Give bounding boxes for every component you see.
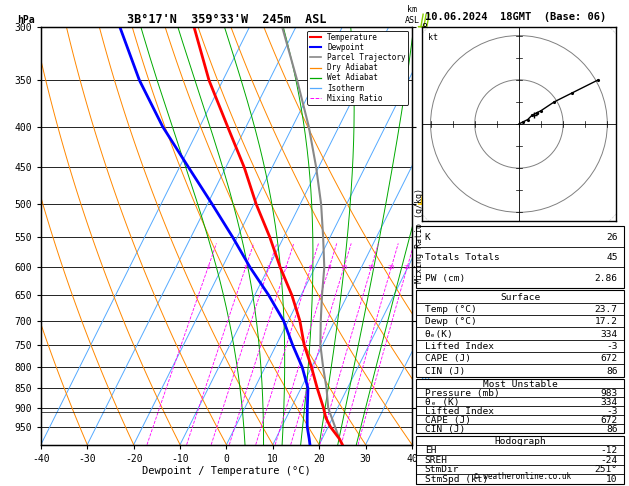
Text: Lifted Index: Lifted Index — [425, 342, 494, 351]
Text: -3: -3 — [606, 407, 618, 416]
X-axis label: Dewpoint / Temperature (°C): Dewpoint / Temperature (°C) — [142, 467, 311, 476]
Text: 25: 25 — [403, 265, 411, 270]
Text: hPa: hPa — [17, 15, 35, 25]
Bar — [416, 436, 624, 484]
Text: 17.2: 17.2 — [595, 317, 618, 326]
Text: 3: 3 — [267, 265, 270, 270]
Text: Totals Totals: Totals Totals — [425, 253, 499, 262]
Text: 2: 2 — [244, 265, 247, 270]
Text: -24: -24 — [601, 456, 618, 465]
Text: 15: 15 — [367, 265, 375, 270]
Text: 334: 334 — [601, 398, 618, 407]
Legend: Temperature, Dewpoint, Parcel Trajectory, Dry Adiabat, Wet Adiabat, Isotherm, Mi: Temperature, Dewpoint, Parcel Trajectory… — [308, 31, 408, 105]
Text: StmDir: StmDir — [425, 465, 459, 474]
Text: Temp (°C): Temp (°C) — [425, 305, 476, 314]
Text: Mixing Ratio (g/kg): Mixing Ratio (g/kg) — [415, 188, 424, 283]
Text: 251°: 251° — [595, 465, 618, 474]
Text: -12: -12 — [601, 446, 618, 455]
Text: θₑ(K): θₑ(K) — [425, 330, 454, 339]
Text: 23.7: 23.7 — [595, 305, 618, 314]
Text: Most Unstable: Most Unstable — [483, 380, 557, 389]
Text: CIN (J): CIN (J) — [425, 425, 465, 434]
Text: Dewp (°C): Dewp (°C) — [425, 317, 476, 326]
Text: Pressure (mb): Pressure (mb) — [425, 389, 499, 398]
Text: 86: 86 — [606, 366, 618, 376]
Text: 334: 334 — [601, 330, 618, 339]
Text: © weatheronline.co.uk: © weatheronline.co.uk — [474, 472, 571, 481]
Text: CAPE (J): CAPE (J) — [425, 416, 470, 425]
Text: SREH: SREH — [425, 456, 448, 465]
Text: 45: 45 — [606, 253, 618, 262]
Title: 3B°17'N  359°33'W  245m  ASL: 3B°17'N 359°33'W 245m ASL — [126, 13, 326, 26]
Text: 10: 10 — [340, 265, 348, 270]
Text: 10.06.2024  18GMT  (Base: 06): 10.06.2024 18GMT (Base: 06) — [425, 12, 606, 22]
Text: 6: 6 — [309, 265, 313, 270]
Text: 983: 983 — [601, 389, 618, 398]
Text: CIN (J): CIN (J) — [425, 366, 465, 376]
Text: km
ASL: km ASL — [404, 5, 420, 25]
Text: θₑ (K): θₑ (K) — [425, 398, 459, 407]
Text: PW (cm): PW (cm) — [425, 274, 465, 283]
Text: Surface: Surface — [500, 293, 540, 302]
Text: 26: 26 — [606, 233, 618, 242]
Text: EH: EH — [425, 446, 436, 455]
Text: 672: 672 — [601, 354, 618, 364]
Text: LCL: LCL — [416, 407, 431, 417]
Text: 20: 20 — [387, 265, 395, 270]
Text: 1: 1 — [206, 265, 210, 270]
Text: 4: 4 — [284, 265, 288, 270]
Text: Lifted Index: Lifted Index — [425, 407, 494, 416]
Text: 672: 672 — [601, 416, 618, 425]
Text: 10: 10 — [606, 475, 618, 484]
Text: 2.86: 2.86 — [595, 274, 618, 283]
Text: Hodograph: Hodograph — [494, 436, 546, 446]
Text: -3: -3 — [606, 342, 618, 351]
Text: CAPE (J): CAPE (J) — [425, 354, 470, 364]
Bar — [416, 379, 624, 434]
Bar — [416, 290, 624, 377]
Text: K: K — [425, 233, 430, 242]
Text: StmSpd (kt): StmSpd (kt) — [425, 475, 488, 484]
Text: 86: 86 — [606, 425, 618, 434]
Text: 8: 8 — [328, 265, 331, 270]
Text: kt: kt — [428, 33, 438, 42]
Bar — [416, 226, 624, 288]
